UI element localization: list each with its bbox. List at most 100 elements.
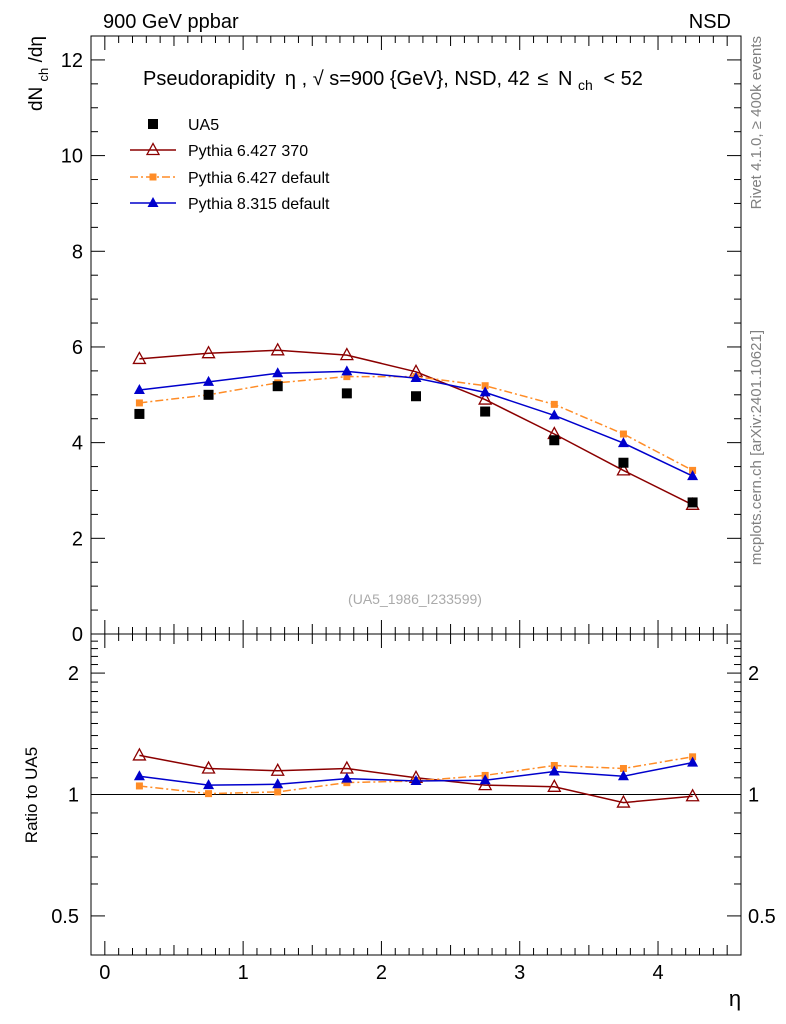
legend: UA5 Pythia 6.427 370 Pythia 6.427 default P… (130, 117, 330, 213)
ratio-data-point (617, 770, 629, 781)
x-tick-label: 1 (238, 962, 249, 984)
ratio-data-point (616, 794, 631, 808)
x-tick-labels: 0 1 2 3 4 (99, 962, 663, 984)
main-data-point (203, 389, 214, 400)
ratio-y-axis-label: Ratio to UA5 (22, 747, 41, 843)
main-y-tick-labels: 0 2 4 6 8 10 12 (61, 50, 83, 646)
main-data-point (619, 430, 627, 438)
legend-marker (148, 119, 158, 129)
ratio-data-point (135, 782, 143, 790)
ratio-data-point (619, 765, 627, 773)
main-y-tick-label: 0 (72, 624, 83, 646)
main-series-2 (135, 373, 697, 474)
main-data-point (548, 409, 560, 420)
main-data-point (480, 406, 491, 417)
ratio-data-point (272, 778, 284, 789)
main-data-point (343, 373, 351, 381)
main-data-point (549, 435, 560, 446)
x-axis-label: η (729, 986, 741, 1011)
main-y-tick-label: 4 (72, 433, 83, 455)
main-data-point (272, 367, 284, 378)
main-series-1 (132, 342, 700, 510)
main-y-tick-label: 6 (72, 337, 83, 359)
ratio-data-point (205, 790, 213, 798)
main-data-point (135, 399, 143, 407)
main-plot-title: Pseudorapidity η , √ s=900 {GeV}, NSD, 4… (143, 68, 643, 95)
rivet-version-label: Rivet 4.1.0, ≥ 400k events (748, 36, 765, 209)
main-series-line (139, 370, 693, 477)
legend-label: Pythia 6.427 default (188, 170, 330, 187)
legend-marker (147, 197, 159, 207)
main-data-point (133, 384, 145, 395)
main-data-point (550, 400, 558, 408)
main-data-point (341, 388, 352, 399)
main-data-point (687, 497, 698, 508)
analysis-watermark: (UA5_1986_I233599) (348, 591, 482, 607)
ratio-data-point (343, 779, 351, 787)
title-sqrt: √ (313, 68, 324, 90)
main-y-tick-label: 8 (72, 241, 83, 263)
ylabel-sub: ch (36, 68, 51, 82)
ratio-y-tick-label-right: 1 (748, 785, 759, 807)
main-data-point (617, 437, 629, 448)
ratio-series-2 (133, 756, 699, 790)
main-data-point (134, 408, 145, 419)
x-tick-label: 0 (99, 962, 110, 984)
main-data-point (479, 386, 491, 397)
x-tick-label: 4 (652, 962, 663, 984)
main-y-tick-label: 12 (61, 50, 83, 72)
main-panel-ticks (91, 35, 742, 635)
main-series-group (132, 342, 700, 510)
main-y-tick-label: 2 (72, 528, 83, 550)
main-data-point (270, 342, 285, 356)
x-tick-label: 2 (376, 962, 387, 984)
ratio-data-point (687, 756, 699, 767)
ratio-y-tick-labels: 0.5 1 2 (51, 663, 79, 928)
ratio-data-point (133, 770, 145, 781)
ratio-data-point (479, 774, 491, 785)
ratio-data-point (547, 778, 562, 792)
main-series-0 (134, 381, 698, 508)
title-comma: , (302, 68, 313, 90)
main-data-point (411, 391, 421, 402)
main-data-point (341, 365, 353, 376)
ratio-data-point (274, 788, 282, 796)
legend-label: Pythia 8.315 default (188, 196, 330, 213)
main-series-3 (133, 365, 699, 481)
main-data-point (410, 372, 422, 383)
ratio-panel-ticks (91, 633, 742, 956)
ratio-y-tick-label: 0.5 (51, 906, 79, 928)
title-tail: < 52 (603, 68, 642, 90)
ratio-data-point (201, 760, 216, 774)
ratio-data-point (550, 762, 558, 770)
ratio-data-point (548, 765, 560, 776)
ylabel-part1: dN (26, 87, 47, 111)
main-series-line (139, 375, 693, 472)
ylabel-part2: /dη (26, 36, 47, 62)
ratio-data-point (685, 788, 700, 802)
ratio-data-point (270, 762, 285, 776)
ratio-y-tick-label: 2 (68, 663, 79, 685)
main-data-point (132, 351, 147, 365)
main-data-point (616, 462, 631, 476)
main-data-point (618, 457, 629, 468)
ratio-series-group (132, 747, 700, 808)
header-right-label: NSD (689, 11, 731, 33)
main-data-point (272, 381, 283, 392)
ratio-data-point (341, 772, 353, 783)
ratio-data-point (410, 775, 422, 786)
main-data-point (203, 375, 215, 386)
title-prefix: Pseudorapidity (143, 68, 275, 90)
main-y-axis-label: dN ch /dη (26, 36, 53, 111)
ratio-y-tick-label-right: 2 (748, 663, 759, 685)
main-data-point (201, 345, 216, 359)
main-data-point (339, 347, 354, 361)
main-y-tick-label: 10 (61, 146, 83, 168)
main-data-point (481, 382, 489, 390)
x-tick-label: 3 (514, 962, 525, 984)
title-le: ≤ (537, 68, 548, 90)
title-energy-selection: s=900 {GeV}, NSD, 42 (329, 68, 530, 90)
main-data-point (478, 391, 493, 405)
main-series-line (139, 349, 693, 506)
